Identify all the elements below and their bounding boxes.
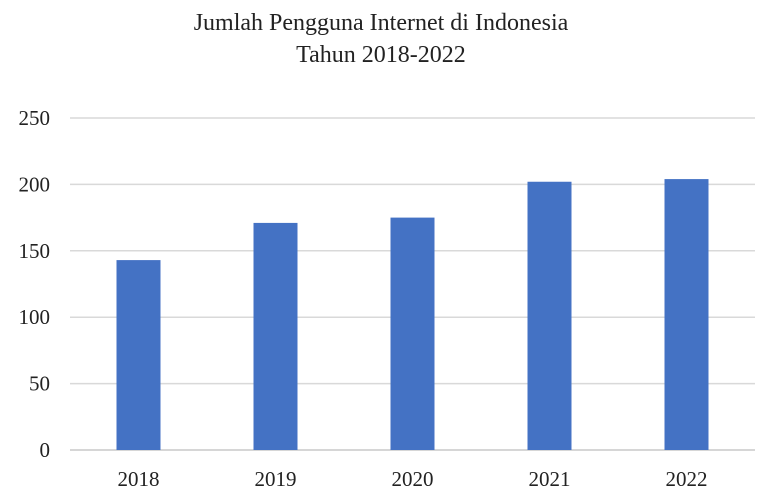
y-tick-label: 0 [40, 438, 51, 462]
y-tick-label: 200 [19, 172, 51, 196]
x-tick-label: 2020 [392, 467, 434, 491]
chart-subtitle: Tahun 2018-2022 [296, 42, 466, 68]
x-tick-label: 2022 [666, 467, 708, 491]
y-tick-label: 150 [19, 239, 51, 263]
bar-2022 [664, 179, 709, 450]
x-tick-label: 2018 [118, 467, 160, 491]
y-tick-label: 50 [29, 372, 50, 396]
bars [116, 179, 709, 450]
x-axis-ticks: 2018 2019 2020 2021 2022 [118, 467, 708, 491]
y-axis-ticks: 0 50 100 150 200 250 [19, 106, 51, 462]
bar-2021 [527, 181, 572, 450]
y-tick-label: 100 [19, 305, 51, 329]
x-tick-label: 2019 [255, 467, 297, 491]
bar-2020 [390, 217, 435, 450]
chart-title: Jumlah Pengguna Internet di Indonesia [194, 10, 569, 36]
bar-2019 [253, 222, 298, 450]
x-tick-label: 2021 [529, 467, 571, 491]
y-tick-label: 250 [19, 106, 51, 130]
bar-2018 [116, 260, 161, 450]
